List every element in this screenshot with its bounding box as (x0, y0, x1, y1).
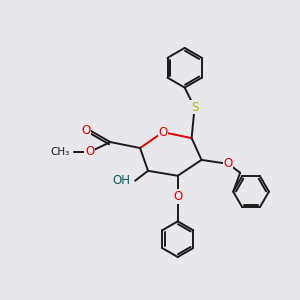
Text: O: O (85, 146, 94, 158)
Text: O: O (173, 190, 182, 203)
Text: O: O (224, 158, 233, 170)
Text: S: S (191, 101, 198, 114)
Text: O: O (81, 124, 90, 137)
Text: O: O (158, 126, 167, 139)
Text: OH: OH (112, 174, 130, 187)
Text: CH₃: CH₃ (50, 147, 70, 157)
